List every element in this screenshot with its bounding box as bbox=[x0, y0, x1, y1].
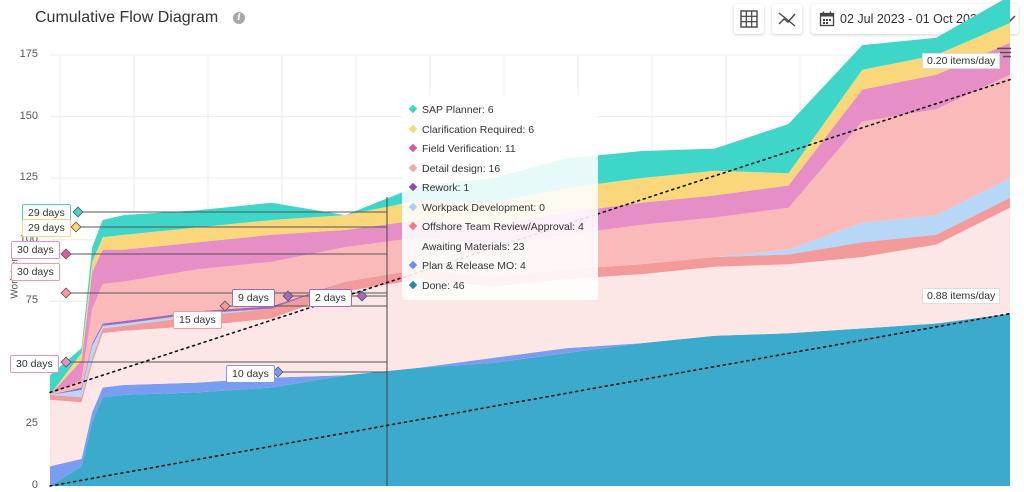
tooltip-text: Awaiting Materials: 23 bbox=[422, 240, 525, 253]
legend-diamond-icon bbox=[408, 143, 418, 153]
cycle-time-label: 30 days bbox=[11, 241, 60, 259]
data-marker bbox=[272, 366, 284, 378]
tooltip-text: Field Verification: 11 bbox=[422, 143, 516, 155]
data-marker bbox=[219, 300, 231, 312]
trendline-rate-label: 0.20 items/day bbox=[922, 53, 1001, 69]
date-range-text: 02 Jul 2023 - 01 Oct 2023 bbox=[840, 12, 984, 26]
tooltip-row: SAP Planner: 6 bbox=[408, 104, 494, 116]
y-tick-label: 25 bbox=[25, 417, 38, 430]
y-tick-label: 175 bbox=[19, 48, 38, 60]
cycle-time-label: 10 days bbox=[226, 365, 275, 383]
trendline-toggle-icon bbox=[778, 12, 796, 27]
cycle-time-label: 15 days bbox=[173, 311, 222, 329]
legend-diamond-icon bbox=[408, 182, 418, 192]
tooltip-text: Clarification Required: 6 bbox=[422, 123, 535, 136]
grid-icon bbox=[740, 10, 758, 28]
tooltip-text: Rework: 1 bbox=[422, 182, 470, 194]
data-marker bbox=[60, 356, 72, 368]
data-marker bbox=[60, 287, 72, 299]
tooltip-row: Awaiting Materials: 23 bbox=[410, 241, 525, 253]
tooltip-row: Clarification Required: 6 bbox=[408, 123, 535, 136]
data-marker bbox=[356, 290, 368, 302]
cycle-time-label: 30 days bbox=[10, 355, 59, 373]
tooltip-row: Workpack Development: 0 bbox=[408, 201, 545, 214]
tooltip-text: Workpack Development: 0 bbox=[422, 201, 545, 214]
tooltip-text: Plan & Release MO: 4 bbox=[422, 260, 526, 272]
y-tick-label: 150 bbox=[19, 109, 38, 122]
data-marker bbox=[72, 206, 84, 218]
tooltip-row: Plan & Release MO: 4 bbox=[408, 260, 526, 272]
legend-diamond-icon bbox=[408, 104, 418, 114]
calendar-icon bbox=[819, 11, 835, 27]
tooltip-text: Detail design: 16 bbox=[422, 162, 501, 175]
tooltip-row: Rework: 1 bbox=[408, 182, 470, 194]
tooltip-text: Offshore Team Review/Approval: 4 bbox=[422, 221, 584, 233]
trendline-toggle-button[interactable] bbox=[772, 4, 802, 34]
info-icon[interactable]: i bbox=[233, 12, 245, 24]
area-awaiting-materials bbox=[50, 207, 1010, 467]
cycle-time-label: 29 days bbox=[22, 219, 71, 237]
tooltip-text: Done: 46 bbox=[422, 279, 465, 292]
y-tick-label: 75 bbox=[25, 294, 38, 307]
legend-diamond-icon bbox=[408, 260, 418, 270]
cycle-time-label: 9 days bbox=[232, 289, 275, 307]
hover-tooltip: SAP Planner: 6 Clarification Required: 6 F… bbox=[402, 95, 598, 300]
legend-diamond-icon bbox=[408, 221, 418, 231]
y-tick-label: 0 bbox=[31, 479, 38, 491]
y-tick-label: 125 bbox=[19, 171, 38, 184]
cycle-time-label: 2 days bbox=[309, 289, 352, 307]
tooltip-row: Offshore Team Review/Approval: 4 bbox=[408, 221, 584, 233]
legend-diamond-icon bbox=[408, 124, 418, 133]
tooltip-row: Done: 46 bbox=[408, 279, 465, 292]
trendline-rate-label: 0.88 items/day bbox=[922, 288, 1001, 304]
data-marker bbox=[70, 221, 82, 233]
trendline bbox=[49, 312, 1011, 487]
tooltip-row: Detail design: 16 bbox=[408, 162, 501, 175]
area-detail-design bbox=[50, 74, 1010, 395]
legend-diamond-icon bbox=[408, 280, 418, 289]
cycle-time-label: 30 days bbox=[11, 263, 60, 281]
chart-title: Cumulative Flow Diagram bbox=[35, 9, 219, 26]
legend-diamond-icon bbox=[408, 202, 418, 211]
tooltip-text: SAP Planner: 6 bbox=[422, 104, 494, 116]
data-marker bbox=[60, 248, 72, 260]
tooltip-row: Field Verification: 11 bbox=[408, 143, 516, 155]
chart-menu-icon[interactable] bbox=[997, 47, 1011, 58]
legend-diamond-icon bbox=[408, 163, 418, 172]
data-marker bbox=[282, 290, 294, 302]
grid-toggle-button[interactable] bbox=[734, 4, 764, 34]
